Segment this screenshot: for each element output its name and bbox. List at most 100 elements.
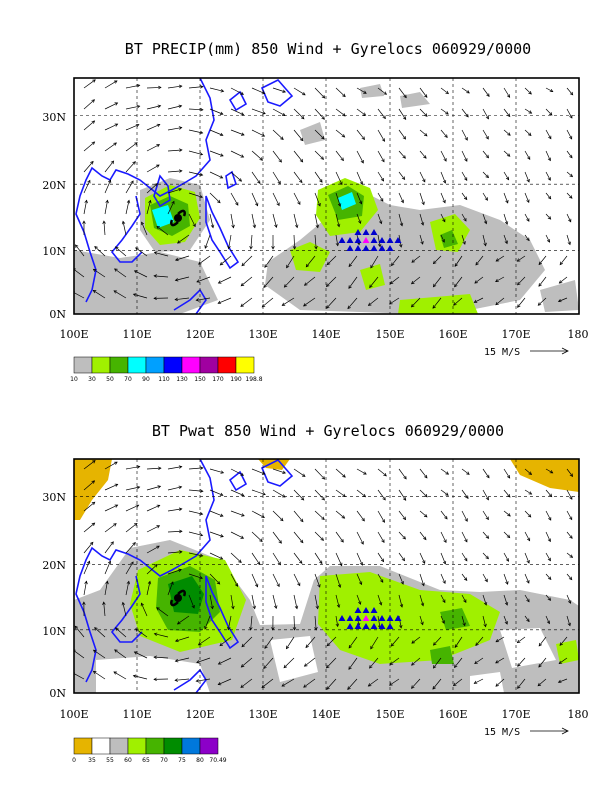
wind-vector-head [495, 660, 499, 664]
wind-vector [566, 234, 571, 245]
legend-swatch [199, 356, 219, 374]
wind-vector [482, 192, 488, 201]
legend-swatch [163, 356, 183, 374]
gyre-triangle [338, 615, 346, 621]
legend-label: 70.49 [209, 757, 226, 764]
wind-vector-head [528, 491, 533, 495]
wind-vector [537, 678, 547, 687]
wind-vector [461, 468, 470, 475]
wind-vector [461, 573, 468, 581]
legend-swatch [73, 737, 93, 755]
wind-vector [474, 678, 484, 684]
wind-vector [241, 636, 253, 647]
wind-vector-head [240, 91, 245, 95]
legend-label: 35 [88, 757, 96, 764]
wind-vector-head [495, 278, 499, 282]
wind-vector [356, 573, 362, 585]
lat-label: 30N [42, 111, 66, 124]
wind-vector [272, 87, 286, 93]
gyre-triangle [346, 623, 354, 629]
wind-vector-head [422, 560, 426, 564]
wind-vector-head [403, 475, 407, 480]
wind-vector [335, 594, 340, 608]
wind-vector-head [278, 540, 282, 544]
wind-vector-head [91, 501, 96, 506]
wind-vector [369, 276, 379, 288]
wind-vector-head [537, 682, 542, 687]
wind-vector [125, 542, 136, 554]
wind-vector-head [178, 187, 183, 192]
wind-vector [175, 678, 190, 681]
wind-vector-head [219, 492, 224, 497]
wind-vector [538, 657, 547, 668]
wind-vector [335, 573, 341, 588]
wind-vector [389, 678, 400, 686]
wind-vector [209, 552, 223, 560]
wind-vector [293, 213, 298, 228]
wind-vector [524, 489, 532, 495]
wind-vector-head [133, 522, 138, 527]
wind-vector [209, 468, 224, 474]
wind-vector [314, 510, 325, 520]
wind-vector [262, 297, 274, 308]
wind-vector [377, 108, 386, 119]
wind-vector [482, 213, 487, 224]
gridlines-precip [74, 78, 579, 314]
wind-vector [545, 468, 553, 474]
wind-vector [314, 594, 319, 609]
wind-vector [440, 468, 449, 475]
wind-vector [454, 636, 463, 648]
wind-vector [304, 657, 316, 667]
wind-vector-head [325, 283, 330, 287]
gyre-triangle [346, 615, 354, 621]
wind-vector-head [402, 536, 406, 540]
wind-vector [141, 603, 148, 617]
wind-vector [209, 192, 221, 203]
wind-vector [303, 297, 316, 307]
wind-vector-head [348, 666, 352, 670]
wind-vector-head [363, 471, 367, 475]
wind-vector-head [410, 280, 415, 285]
wind-vector-head [517, 304, 521, 308]
lon-label: 170E [501, 708, 530, 721]
legend-label: 90 [142, 376, 150, 383]
wind-vector [263, 657, 274, 669]
wind-vector-head [321, 496, 325, 501]
wind-vector-head [569, 473, 574, 477]
wind-vector-head [217, 280, 222, 284]
wind-vector [440, 552, 446, 565]
wind-vector-head [126, 580, 131, 585]
wind-vector-head [526, 218, 530, 222]
wind-vector [230, 129, 245, 136]
wind-vector-head [339, 181, 343, 186]
wind-vector [377, 594, 382, 606]
wind-vector [188, 108, 203, 111]
gyre-triangle [338, 237, 346, 243]
wind-vector-head [220, 534, 224, 538]
wind-vector-head [381, 138, 385, 142]
wind-vector [83, 501, 95, 512]
legend-swatch [73, 356, 93, 374]
wind-vector-head [158, 85, 162, 90]
wind-vector-head [569, 195, 573, 199]
legend-label: 80 [196, 757, 204, 764]
wind-vector [230, 87, 244, 95]
wind-vector [230, 510, 245, 517]
wind-vector [314, 87, 325, 99]
wind-vector [135, 628, 148, 638]
wind-vector-head [504, 240, 508, 245]
wind-vector-head [464, 158, 468, 162]
wind-vector-head [538, 642, 543, 647]
gyre-triangle [354, 615, 362, 621]
wind-vector [167, 466, 182, 470]
wind-vector [314, 615, 317, 630]
wind-vector-head [485, 555, 489, 560]
wind-vector [146, 183, 158, 194]
gyre-triangle [354, 229, 362, 235]
wind-vector-head [199, 152, 204, 156]
wind-vector [566, 573, 573, 580]
wind-vector-head [420, 602, 425, 607]
wind-vector-head [402, 497, 407, 501]
wind-vector-head [303, 303, 307, 307]
wind-vector-head [569, 154, 573, 159]
